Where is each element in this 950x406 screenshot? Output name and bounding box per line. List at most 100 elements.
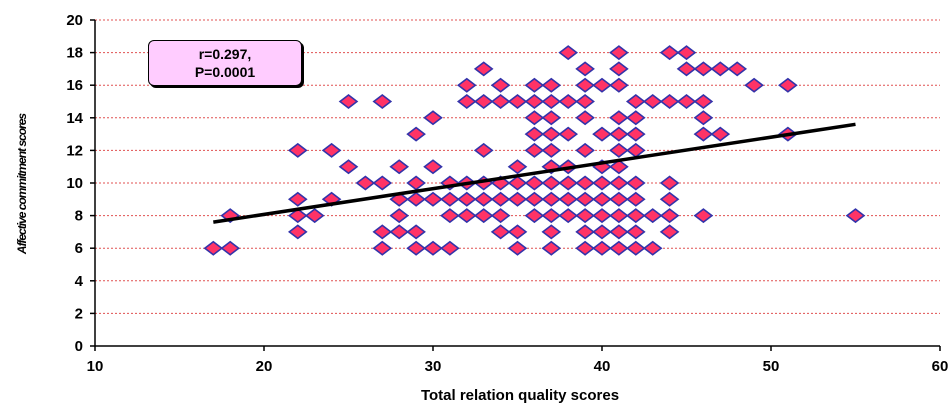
data-point-104 [609, 110, 629, 126]
data-point-129 [659, 208, 680, 224]
data-point-3 [287, 142, 308, 158]
data-point-29 [423, 240, 443, 256]
data-point-91 [575, 224, 595, 240]
data-point-17 [389, 159, 410, 175]
data-point-11 [338, 159, 359, 175]
data-point-126 [659, 93, 680, 110]
data-point-56 [507, 240, 528, 256]
correlation-r: r=0.297, [198, 46, 252, 62]
data-point-128 [659, 191, 680, 207]
data-point-41 [473, 142, 494, 158]
data-point-76 [558, 45, 579, 61]
data-point-48 [490, 191, 511, 207]
data-point-55 [507, 224, 528, 240]
data-point-86 [575, 110, 595, 126]
data-point-99 [592, 224, 612, 240]
data-point-122 [642, 93, 663, 110]
data-point-21 [406, 126, 426, 142]
data-point-85 [575, 93, 595, 110]
data-point-97 [592, 191, 612, 207]
data-point-6 [287, 224, 308, 240]
y-tick-label-9: 18 [66, 45, 83, 62]
y-tick-label-3: 6 [75, 240, 83, 257]
data-point-50 [490, 224, 511, 240]
data-point-14 [372, 175, 393, 191]
data-point-45 [490, 77, 511, 93]
data-point-67 [541, 110, 562, 126]
data-point-92 [575, 240, 595, 256]
data-point-68 [541, 126, 562, 142]
data-point-117 [625, 175, 646, 191]
data-point-74 [541, 224, 562, 240]
data-point-110 [609, 208, 629, 224]
data-point-135 [693, 93, 714, 110]
data-point-35 [456, 93, 477, 110]
data-point-71 [541, 175, 562, 191]
data-point-109 [609, 191, 629, 207]
y-tick-label-1: 2 [75, 305, 83, 322]
data-point-24 [406, 224, 426, 240]
data-point-88 [575, 175, 595, 191]
x-tick-labels: 10 20 30 40 50 60 [87, 346, 948, 375]
data-point-90 [575, 208, 595, 224]
data-point-34 [456, 77, 477, 93]
data-point-139 [710, 61, 731, 77]
data-point-59 [524, 110, 545, 126]
data-point-60 [524, 126, 545, 142]
data-point-141 [727, 61, 748, 77]
data-point-31 [440, 191, 460, 207]
data-point-142 [744, 77, 764, 93]
y-tick-label-2: 4 [75, 273, 84, 290]
data-point-10 [338, 93, 359, 110]
data-point-81 [558, 191, 579, 207]
data-point-138 [693, 208, 714, 224]
data-point-78 [558, 126, 579, 142]
trendline [213, 122, 856, 224]
y-tick-label-4: 8 [75, 208, 83, 225]
data-point-136 [693, 110, 714, 126]
data-point-66 [541, 93, 562, 110]
x-tick-label-1: 20 [256, 358, 273, 375]
data-point-63 [524, 191, 545, 207]
data-points [203, 45, 866, 256]
y-tick-labels: 0 2 4 6 8 10 12 14 16 18 20 [66, 12, 95, 355]
data-point-0 [203, 240, 224, 256]
data-point-124 [642, 240, 663, 256]
data-point-102 [609, 61, 629, 77]
data-point-12 [355, 175, 376, 191]
y-axis-label: Affective commitment scores [15, 113, 29, 256]
data-point-119 [625, 208, 646, 224]
data-point-125 [659, 45, 680, 61]
data-point-62 [524, 175, 545, 191]
data-point-116 [625, 142, 646, 158]
x-tick-label-3: 40 [594, 358, 611, 375]
y-tick-label-7: 14 [66, 110, 83, 127]
data-point-120 [625, 224, 646, 240]
data-point-114 [625, 110, 646, 126]
data-point-127 [659, 175, 680, 191]
data-point-52 [507, 159, 528, 175]
data-point-32 [440, 208, 460, 224]
data-point-72 [541, 191, 562, 207]
y-tick-label-0: 0 [75, 338, 83, 355]
data-point-133 [676, 93, 697, 110]
data-point-28 [423, 191, 443, 207]
data-point-39 [473, 61, 494, 77]
data-point-38 [456, 208, 477, 224]
data-point-46 [490, 93, 511, 110]
data-point-16 [372, 240, 393, 256]
data-point-15 [372, 224, 393, 240]
data-point-27 [423, 159, 443, 175]
y-tick-label-6: 12 [66, 142, 83, 159]
data-point-40 [473, 93, 494, 110]
data-point-64 [524, 208, 545, 224]
data-point-98 [592, 208, 612, 224]
data-point-51 [507, 93, 528, 110]
data-point-131 [676, 45, 697, 61]
data-point-73 [541, 208, 562, 224]
data-point-8 [321, 142, 342, 158]
data-point-83 [575, 61, 595, 77]
data-point-80 [558, 175, 579, 191]
data-point-13 [372, 93, 393, 110]
data-point-2 [220, 240, 241, 256]
